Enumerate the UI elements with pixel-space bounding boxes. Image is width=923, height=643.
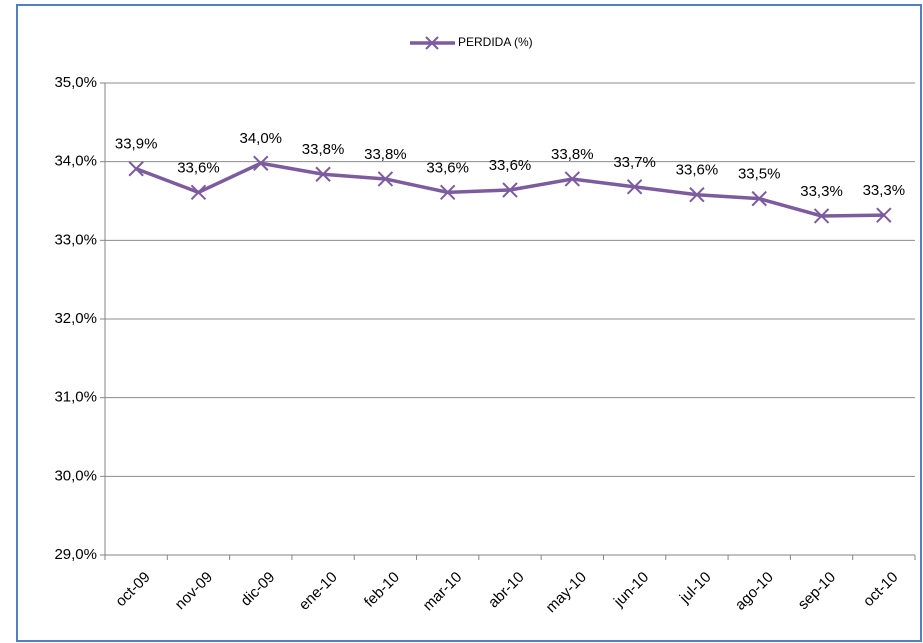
data-marker bbox=[377, 171, 394, 187]
data-marker bbox=[439, 184, 456, 201]
data-label: 33,3% bbox=[863, 182, 906, 199]
data-label: 33,3% bbox=[800, 183, 843, 200]
data-marker bbox=[564, 171, 581, 187]
data-marker bbox=[315, 166, 331, 182]
data-marker bbox=[876, 207, 892, 223]
data-label: 33,6% bbox=[676, 162, 719, 179]
data-marker bbox=[751, 190, 767, 207]
data-label: 33,6% bbox=[489, 157, 532, 174]
data-label: 33,8% bbox=[302, 141, 345, 158]
data-marker bbox=[502, 182, 518, 198]
y-tick-label: 35,0% bbox=[54, 74, 97, 91]
data-marker bbox=[190, 184, 207, 201]
data-label: 33,8% bbox=[364, 146, 407, 163]
data-marker bbox=[626, 179, 643, 195]
data-label: 33,6% bbox=[177, 159, 220, 176]
legend-marker bbox=[425, 36, 439, 50]
y-tick-label: 29,0% bbox=[54, 546, 97, 563]
data-label: 33,6% bbox=[426, 159, 469, 176]
y-tick-label: 34,0% bbox=[54, 153, 97, 170]
data-marker bbox=[128, 161, 144, 177]
data-marker bbox=[689, 186, 705, 203]
data-label: 33,8% bbox=[551, 146, 594, 163]
data-label: 33,7% bbox=[613, 154, 656, 171]
data-marker bbox=[253, 155, 269, 171]
y-tick-label: 32,0% bbox=[54, 310, 97, 327]
y-tick-label: 31,0% bbox=[54, 389, 97, 406]
data-label: 33,5% bbox=[738, 166, 781, 183]
y-tick-label: 33,0% bbox=[54, 231, 97, 248]
legend-label: PERDIDA (%) bbox=[458, 35, 533, 49]
data-marker bbox=[813, 208, 830, 224]
data-label: 33,9% bbox=[115, 136, 158, 153]
y-tick-label: 30,0% bbox=[54, 467, 97, 484]
data-label: 34,0% bbox=[239, 130, 282, 147]
chart-frame bbox=[16, 4, 922, 642]
